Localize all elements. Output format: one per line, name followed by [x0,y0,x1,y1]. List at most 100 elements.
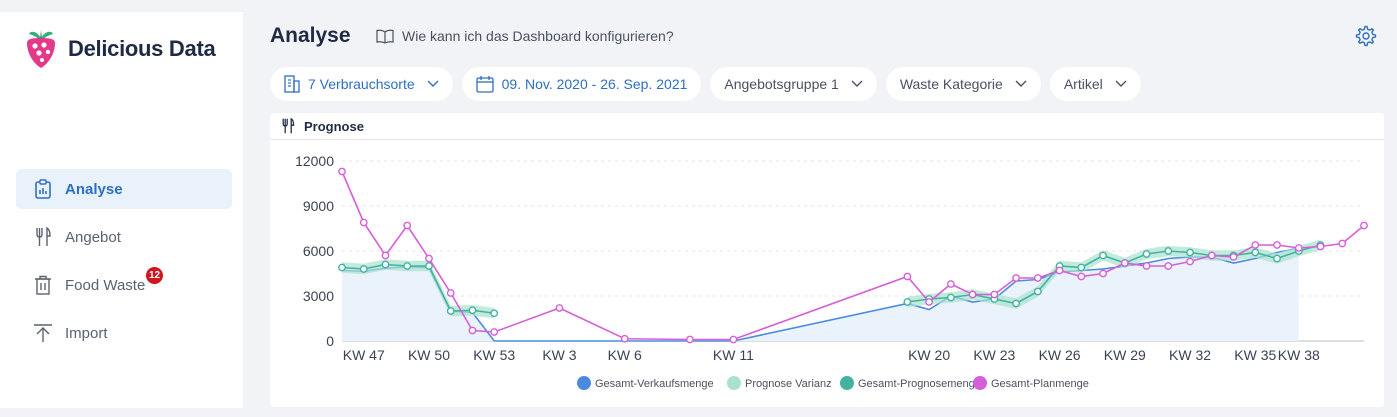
sidebar-item-label: Analyse [65,180,123,198]
chevron-down-icon [427,80,439,88]
app-logo[interactable]: Delicious Data [24,26,216,72]
forecast-point [1273,254,1281,263]
article-filter-label: Artikel [1063,76,1103,92]
x-tick-label: KW 6 [608,347,642,363]
plan-point [555,304,564,312]
legend-swatch [840,376,854,390]
calendar-icon [475,75,494,93]
forecast-point [946,293,955,302]
y-tick-label: 3000 [303,288,334,304]
locations-filter[interactable]: 7 Verbrauchsorte [270,67,453,101]
plan-point [403,221,412,230]
book-icon [376,29,394,44]
x-tick-label: KW 11 [713,347,754,363]
forecast-point [425,262,433,270]
plan-point [1273,241,1281,249]
filter-bar: 7 Verbrauchsorte 09. Nov. 2020 - 26. Sep… [270,67,1150,101]
chevron-down-icon [1015,80,1027,88]
sidebar-nav: Analyse Angebot Food Waste 12 Import [16,169,232,361]
plan-point [620,334,629,343]
y-tick-label: 9000 [303,198,334,214]
forecast-point [1012,299,1020,308]
app-name: Delicious Data [68,36,216,61]
sidebar: Delicious Data Analyse Angebot Food Wast… [0,12,243,408]
x-tick-label: KW 53 [473,347,515,363]
plan-point [1251,241,1260,249]
help-link[interactable]: Wie kann ich das Dashboard konfigurieren… [376,28,674,44]
plan-line [341,171,1365,341]
help-link-label: Wie kann ich das Dashboard konfigurieren… [402,28,674,44]
forecast-chart: 0 3000 6000 9000 12000 KW 47 KW 50 KW 53 KW 3 KW … [295,153,1368,390]
plan-point [1294,244,1303,252]
sidebar-item-label: Food Waste [65,276,146,294]
clipboard-icon [32,178,54,200]
date-range-filter[interactable]: 09. Nov. 2020 - 26. Sep. 2021 [461,67,702,101]
forecast-point [359,265,368,273]
forecast-point [1099,251,1107,260]
legend-label: Gesamt-Verkaufsmenge [595,378,714,390]
building-icon [284,75,300,93]
plan-point [490,328,499,336]
plan-point [1360,221,1368,230]
gear-icon[interactable] [1353,24,1377,48]
forecast-point [490,309,499,318]
plan-point [1099,269,1107,278]
x-tick-label: KW 20 [908,347,950,363]
plan-point [1012,274,1020,282]
forecast-point [1033,287,1042,296]
strawberry-logo-icon [27,30,55,68]
chevron-down-icon [1115,80,1127,88]
sidebar-item-label: Angebot [65,228,121,246]
plan-point [686,335,694,344]
plan-point [1207,251,1216,260]
plan-point [968,290,977,299]
offer-group-label: Angebotsgruppe 1 [724,76,839,92]
x-tick-label: KW 50 [408,347,450,363]
waste-category-label: Waste Kategorie [899,76,1003,92]
sidebar-item-import[interactable]: Import [16,313,232,353]
x-tick-label: KW 32 [1169,347,1211,363]
forecast-point [381,260,390,269]
waste-category-filter[interactable]: Waste Kategorie [885,67,1041,101]
y-tick-label: 6000 [303,243,334,259]
x-tick-label: KW 3 [542,347,576,363]
legend-swatch [727,376,741,390]
legend-swatch [577,376,591,390]
upload-icon [32,322,54,344]
forecast-point [403,262,412,270]
x-tick-label: KW 23 [973,347,1015,363]
x-tick-label: KW 38 [1278,347,1320,363]
date-range-label: 09. Nov. 2020 - 26. Sep. 2021 [501,76,688,92]
x-tick-label: KW 47 [343,347,385,363]
sidebar-item-angebot[interactable]: Angebot [16,217,232,257]
panel-header: Prognose [270,113,1384,140]
forecast-point [1142,250,1151,258]
legend-swatch [973,376,987,390]
forecast-point [1251,248,1260,257]
sales-area [342,248,1299,341]
plan-point [381,251,390,260]
forecast-point [468,306,477,315]
sidebar-item-analyse[interactable]: Analyse [16,169,232,209]
sidebar-item-food-waste[interactable]: Food Waste 12 [16,265,232,305]
forecast-point [1164,247,1173,255]
plan-point [359,218,368,227]
forecast-point [338,263,346,272]
forecast-point [1077,263,1086,272]
plan-point [468,326,477,335]
plan-point [1164,262,1173,270]
plan-point [1120,259,1129,267]
offer-group-filter[interactable]: Angebotsgruppe 1 [710,67,877,101]
article-filter[interactable]: Artikel [1049,67,1141,101]
plan-point [729,335,738,344]
plan-point [1142,262,1151,270]
plan-point [425,254,433,263]
x-tick-label: KW 35 [1234,347,1276,363]
legend-label: Gesamt-Planmenge [991,378,1089,390]
plan-point [990,290,999,299]
trash-icon [32,274,54,296]
plan-point [925,298,934,306]
plan-point [1229,253,1238,261]
plan-point [1055,266,1064,275]
chevron-down-icon [851,80,863,88]
